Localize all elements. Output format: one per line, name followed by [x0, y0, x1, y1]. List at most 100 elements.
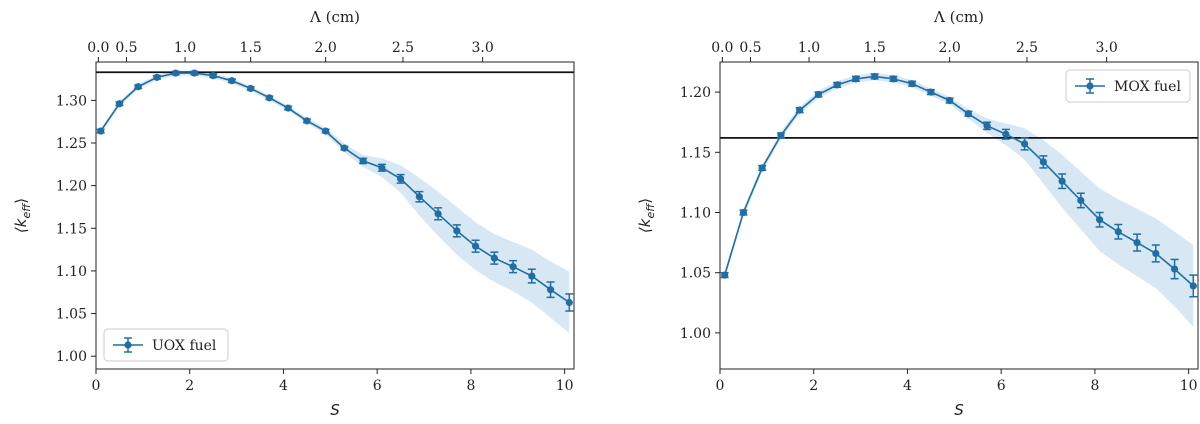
y-tick-label: 1.30 — [56, 93, 87, 109]
data-point — [134, 83, 142, 91]
data-point — [471, 242, 480, 250]
data-point — [509, 263, 517, 271]
data-point — [265, 94, 273, 102]
y-axis-label-sub: eff — [20, 203, 33, 219]
mox-panel: 0 2 4 6 8 10 1.00 1.05 1.10 1.15 1.20 0.0 0.5 1.0 1.5 2… — [636, 8, 1199, 419]
top-tick-label: 3.0 — [1095, 40, 1117, 56]
plot-area — [720, 72, 1198, 327]
data-point — [1170, 265, 1179, 273]
data-point — [190, 69, 199, 77]
x-tick-label: 2 — [809, 378, 818, 394]
top-tick-label: 0.5 — [739, 40, 761, 56]
legend-marker — [1086, 82, 1094, 90]
x-axis-label: S — [330, 401, 340, 419]
data-point — [1058, 177, 1066, 185]
top-tick-label: 2.5 — [1016, 40, 1038, 56]
legend: MOX fuel — [1065, 69, 1191, 103]
top-tick-label: 2.0 — [314, 40, 336, 56]
y-axis-label-sub: eff — [644, 203, 657, 219]
data-point — [1021, 140, 1029, 148]
legend-label: MOX fuel — [1114, 79, 1181, 95]
top-axis-label: Λ (cm) — [933, 8, 984, 26]
data-point — [322, 127, 330, 135]
data-point — [434, 210, 442, 218]
data-point — [209, 72, 217, 80]
legend-label: UOX fuel — [152, 338, 217, 354]
data-point — [453, 227, 461, 235]
data-point — [97, 127, 105, 135]
data-point — [721, 271, 729, 279]
data-point — [565, 298, 573, 307]
y-tick-label: 1.05 — [680, 266, 711, 282]
data-point — [153, 73, 161, 81]
top-tick-label: 1.5 — [864, 40, 886, 56]
data-point — [758, 164, 766, 172]
data-point — [115, 100, 124, 108]
data-point — [528, 272, 536, 280]
data-point — [172, 69, 180, 77]
y-tick-label: 1.20 — [680, 85, 711, 101]
data-point — [1039, 158, 1047, 166]
data-point — [415, 193, 423, 201]
top-tick-label: 1.0 — [174, 40, 196, 56]
data-point — [739, 208, 748, 217]
y-tick-label: 1.00 — [56, 349, 87, 365]
data-point — [340, 144, 348, 152]
plot-area — [96, 69, 574, 334]
data-point — [1114, 228, 1122, 236]
y-axis-label: ⟨keff⟩ — [636, 198, 657, 233]
x-tick-label: 10 — [1180, 378, 1198, 394]
plot-frame — [95, 61, 575, 370]
x-tick-label: 2 — [185, 378, 194, 394]
data-point — [303, 117, 311, 125]
x-tick-label: 10 — [556, 378, 574, 394]
data-point — [228, 77, 236, 85]
uncertainty-band — [724, 72, 1194, 327]
y-axis-label-close: ⟩ — [636, 198, 654, 204]
x-tick-label: 6 — [997, 378, 1006, 394]
data-point — [1189, 282, 1197, 290]
data-point — [1002, 130, 1010, 138]
data-point — [359, 157, 367, 165]
data-point — [852, 75, 860, 83]
data-point — [927, 88, 935, 96]
data-point — [908, 80, 916, 88]
uox-panel: 0 2 4 6 8 10 1.00 1.05 1.10 1.15 1.20 1.25 1.30 0.0 0.… — [12, 8, 575, 419]
data-point — [397, 175, 405, 183]
data-point — [1077, 196, 1085, 205]
y-axis-label-main: ⟨k — [12, 217, 30, 233]
legend: UOX fuel — [103, 328, 229, 362]
top-tick-label: 2.0 — [938, 40, 960, 56]
data-point — [546, 286, 555, 294]
x-tick-label: 8 — [466, 378, 475, 394]
y-tick-label: 1.05 — [56, 307, 87, 323]
data-point — [833, 81, 841, 89]
y-tick-label: 1.25 — [56, 136, 87, 152]
plot-frame — [719, 61, 1199, 370]
y-tick-label: 1.15 — [56, 221, 87, 237]
top-tick-label: 2.5 — [392, 40, 414, 56]
y-axis-label-close: ⟩ — [12, 198, 30, 204]
top-tick-label: 1.0 — [798, 40, 820, 56]
y-tick-label: 1.10 — [56, 264, 87, 280]
top-tick-label: 0.5 — [115, 40, 137, 56]
x-axis-label: S — [954, 401, 964, 419]
data-point — [777, 131, 785, 140]
y-axis-label-main: ⟨k — [636, 217, 654, 233]
x-tick-label: 0 — [92, 378, 101, 394]
y-tick-label: 1.20 — [56, 179, 87, 195]
legend-box — [1065, 69, 1191, 103]
data-point — [946, 96, 954, 105]
data-point — [247, 84, 255, 93]
y-tick-label: 1.00 — [680, 326, 711, 342]
x-tick-label: 4 — [279, 378, 288, 394]
y-axis-label: ⟨keff⟩ — [12, 198, 33, 233]
top-axis-label: Λ (cm) — [309, 8, 360, 26]
y-tick-label: 1.10 — [680, 205, 711, 221]
uncertainty-band — [100, 70, 570, 334]
data-point — [889, 75, 897, 83]
top-tick-label: 1.5 — [240, 40, 262, 56]
x-tick-label: 0 — [716, 378, 725, 394]
data-point — [964, 110, 972, 118]
